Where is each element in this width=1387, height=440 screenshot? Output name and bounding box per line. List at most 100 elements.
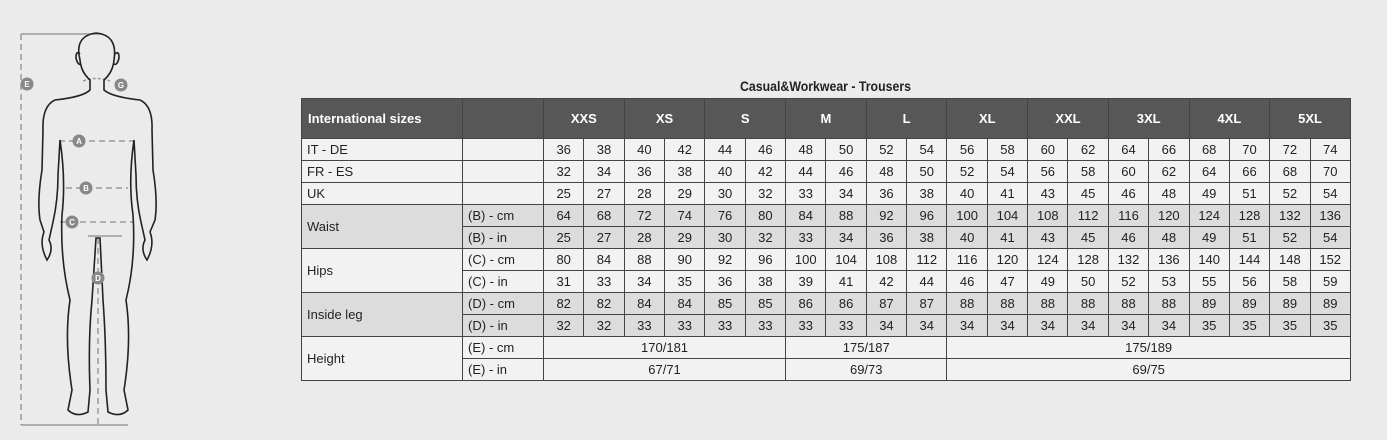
value-cell: 100 bbox=[785, 248, 827, 271]
size-header: L bbox=[865, 98, 948, 139]
value-cell: 175/189 bbox=[946, 336, 1351, 359]
value-cell: 55 bbox=[1188, 270, 1230, 293]
value-cell: 86 bbox=[825, 292, 867, 315]
value-cell: 100 bbox=[946, 204, 988, 227]
value-cell: 40 bbox=[946, 182, 988, 205]
row-label: UK bbox=[301, 182, 463, 205]
marker-c bbox=[65, 215, 79, 229]
value-cell: 52 bbox=[865, 138, 908, 161]
table-row: IT - DE 36 38 40 42 44 46 48 50 52 54 56 58 60 62 64 66 6… bbox=[301, 138, 1351, 161]
value-cell: 54 bbox=[1309, 226, 1351, 249]
value-cell: 96 bbox=[744, 248, 787, 271]
size-header: XS bbox=[623, 98, 706, 139]
value-cell: 34 bbox=[623, 270, 666, 293]
value-cell: 58 bbox=[986, 138, 1029, 161]
value-cell: 36 bbox=[542, 138, 585, 161]
size-chart-table: International sizes XXS XS S M L XL XXL 3XL 4XL 5X… bbox=[301, 98, 1351, 381]
value-cell: 88 bbox=[946, 292, 988, 315]
value-cell: 104 bbox=[825, 248, 867, 271]
value-cell: 152 bbox=[1309, 248, 1351, 271]
table-row: (C) - in 31 33 34 35 36 38 39 41 42 44 46 47 49 50 52 53… bbox=[302, 270, 1351, 293]
value-cell: 70 bbox=[1228, 138, 1271, 161]
value-cell: 87 bbox=[906, 292, 948, 315]
header-unit bbox=[462, 98, 544, 139]
value-cell: 112 bbox=[1067, 204, 1109, 227]
body-measurement-figure: E G A B C D bbox=[20, 32, 157, 426]
row-label: Inside leg bbox=[301, 292, 463, 337]
value-cell: 62 bbox=[1148, 160, 1190, 183]
value-cell: 34 bbox=[1067, 314, 1109, 337]
svg-text:A: A bbox=[76, 137, 82, 146]
value-cell: 28 bbox=[623, 226, 666, 249]
value-cell: 84 bbox=[664, 292, 706, 315]
value-cell: 74 bbox=[664, 204, 706, 227]
value-cell: 120 bbox=[986, 248, 1029, 271]
value-cell: 35 bbox=[1269, 314, 1311, 337]
value-cell: 34 bbox=[906, 314, 948, 337]
size-header: M bbox=[785, 98, 867, 139]
size-header: XXS bbox=[543, 98, 625, 139]
value-cell: 32 bbox=[542, 314, 585, 337]
value-cell: 84 bbox=[583, 248, 625, 271]
value-cell: 50 bbox=[906, 160, 948, 183]
row-label: Height bbox=[301, 336, 463, 381]
row-unit bbox=[462, 182, 544, 205]
value-cell: 27 bbox=[583, 226, 625, 249]
value-cell: 175/187 bbox=[785, 336, 948, 359]
marker-d bbox=[91, 271, 105, 285]
value-cell: 67/71 bbox=[542, 358, 787, 381]
value-cell: 128 bbox=[1228, 204, 1271, 227]
value-cell: 82 bbox=[542, 292, 585, 315]
value-cell: 51 bbox=[1228, 182, 1271, 205]
value-cell: 76 bbox=[704, 204, 746, 227]
value-cell: 140 bbox=[1188, 248, 1230, 271]
value-cell: 58 bbox=[1067, 160, 1109, 183]
value-cell: 46 bbox=[1107, 182, 1150, 205]
value-cell: 40 bbox=[623, 138, 666, 161]
value-cell: 68 bbox=[583, 204, 625, 227]
value-cell: 88 bbox=[1107, 292, 1150, 315]
value-cell: 34 bbox=[1148, 314, 1190, 337]
value-cell: 28 bbox=[623, 182, 666, 205]
value-cell: 27 bbox=[583, 182, 625, 205]
value-cell: 38 bbox=[906, 226, 948, 249]
value-cell: 89 bbox=[1309, 292, 1351, 315]
value-cell: 42 bbox=[664, 138, 706, 161]
value-cell: 64 bbox=[542, 204, 585, 227]
row-unit: (B) - in bbox=[462, 226, 544, 249]
value-cell: 34 bbox=[865, 314, 908, 337]
size-header: XL bbox=[946, 98, 1029, 139]
size-header: 3XL bbox=[1107, 98, 1190, 139]
value-cell: 39 bbox=[785, 270, 827, 293]
value-cell: 136 bbox=[1148, 248, 1190, 271]
value-cell: 64 bbox=[1188, 160, 1230, 183]
value-cell: 88 bbox=[1027, 292, 1069, 315]
value-cell: 29 bbox=[664, 226, 706, 249]
value-cell: 43 bbox=[1027, 226, 1069, 249]
value-cell: 38 bbox=[744, 270, 787, 293]
row-unit bbox=[462, 160, 544, 183]
value-cell: 144 bbox=[1228, 248, 1271, 271]
value-cell: 36 bbox=[623, 160, 666, 183]
value-cell: 104 bbox=[986, 204, 1029, 227]
value-cell: 33 bbox=[623, 314, 666, 337]
table-row: (E) - in 67/71 69/73 69/75 bbox=[302, 358, 1351, 381]
row-unit: (B) - cm bbox=[462, 204, 544, 227]
value-cell: 51 bbox=[1228, 226, 1271, 249]
value-cell: 53 bbox=[1148, 270, 1190, 293]
table-row: UK 25 27 28 29 30 32 33 34 36 38 40 41 43 45 46 48 49 51 52… bbox=[301, 182, 1351, 205]
value-cell: 60 bbox=[1027, 138, 1069, 161]
value-cell: 89 bbox=[1228, 292, 1271, 315]
value-cell: 35 bbox=[1188, 314, 1230, 337]
table-row: Waist (B) - cm 64 68 72 74 76 80 84 88 92 96 100 104 1… bbox=[301, 204, 1351, 249]
value-cell: 66 bbox=[1148, 138, 1190, 161]
value-cell: 38 bbox=[906, 182, 948, 205]
row-unit: (C) - cm bbox=[462, 248, 544, 271]
value-cell: 82 bbox=[583, 292, 625, 315]
svg-text:C: C bbox=[69, 218, 75, 227]
value-cell: 34 bbox=[1107, 314, 1150, 337]
value-cell: 116 bbox=[946, 248, 988, 271]
value-cell: 88 bbox=[623, 248, 666, 271]
value-cell: 32 bbox=[744, 182, 787, 205]
table-row: (B) - in 25 27 28 29 30 32 33 34 36 38 40 41 43 45 46 48… bbox=[302, 226, 1351, 249]
